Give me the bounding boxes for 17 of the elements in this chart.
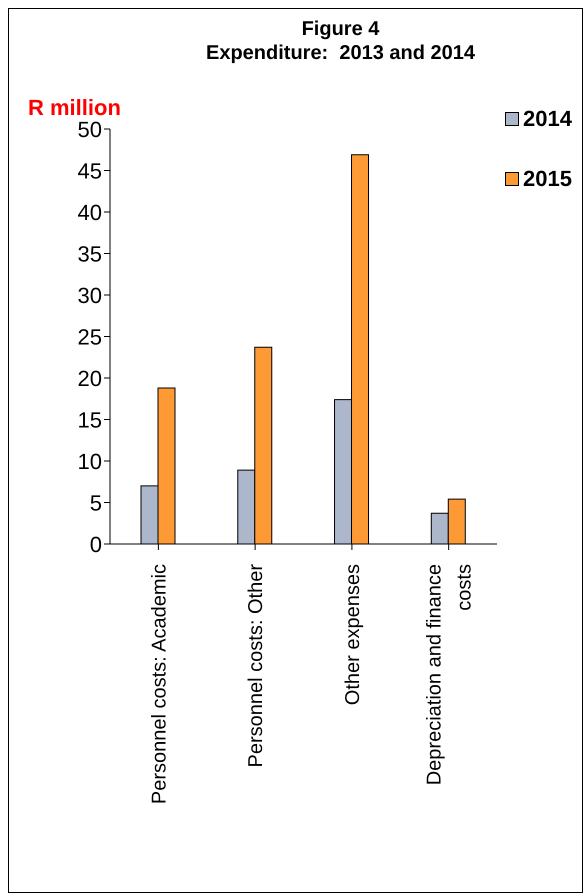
legend-label: 2015 [523,166,572,192]
x-tick-label: Personnel costs: Academic [148,564,170,804]
x-tick-label: Other expenses [342,564,364,706]
y-tick-label: 45 [78,158,102,184]
y-tick-label: 40 [78,200,102,225]
y-tick-label: 5 [90,490,102,516]
legend-label: 2014 [523,106,572,132]
y-tick-label: 30 [78,282,102,308]
x-tick-label: Depreciation and finance costs [424,564,476,786]
y-tick-label: 15 [78,407,102,432]
y-tick-label: 35 [78,241,102,266]
y-tick-label: 10 [78,448,102,474]
y-tick-label: 20 [78,366,102,391]
chart-title: Figure 4 Expenditure: 2013 and 2014 [204,17,476,65]
x-tick-label: Personnel costs: Other [245,564,268,768]
y-tick-label: 25 [78,324,102,350]
y-tick-label: 0 [90,532,102,557]
